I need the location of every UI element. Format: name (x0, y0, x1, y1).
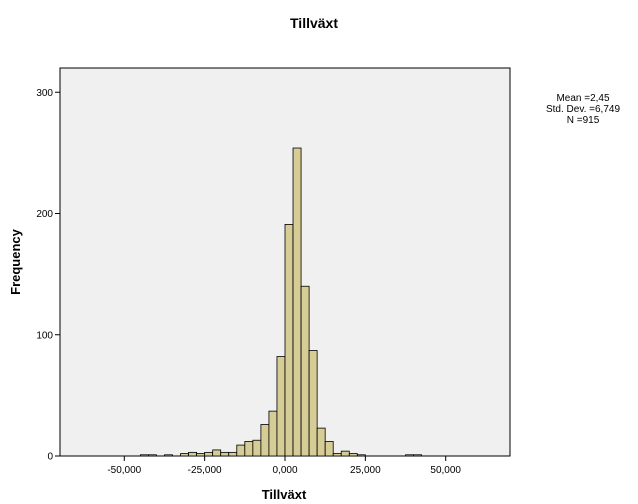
histogram-bar (180, 453, 189, 457)
histogram-bar (188, 451, 198, 457)
stats-mean: Mean =2,45 (556, 93, 610, 104)
y-axis-label: Frequency (8, 228, 23, 295)
x-tick-label: 50,000 (430, 465, 461, 476)
histogram-bar (276, 356, 286, 457)
histogram-bar (260, 424, 270, 457)
histogram-bar (196, 453, 206, 457)
histogram-bar (252, 439, 262, 457)
histogram-bar (284, 224, 294, 457)
histogram-bar (340, 450, 350, 457)
histogram-bar (236, 444, 246, 457)
y-tick-label: 200 (36, 209, 53, 220)
histogram-bar (356, 454, 366, 457)
histogram-bar (300, 285, 310, 457)
histogram-bar (139, 454, 149, 457)
x-tick-label: 25,000 (350, 465, 381, 476)
histogram-bar (316, 427, 326, 457)
histogram-bar (348, 453, 358, 457)
x-tick-label: -25,000 (188, 465, 222, 476)
x-axis: -50,000 -25,000 0,000 25,000 50,000 (107, 456, 461, 476)
histogram-bar (405, 454, 414, 457)
histogram-bar (220, 451, 230, 457)
x-tick-label: -50,000 (107, 465, 141, 476)
histogram-bar (324, 441, 334, 457)
x-axis-label: Tillväxt (262, 487, 307, 502)
chart-title: Tillväxt (290, 15, 338, 31)
y-tick-label: 100 (36, 330, 53, 341)
x-tick-label: 0,000 (272, 465, 297, 476)
histogram-bar (228, 451, 238, 457)
histogram-bar (413, 454, 423, 457)
stats-std-dev: Std. Dev. =6,749 (546, 104, 620, 115)
histogram-bar (244, 441, 254, 457)
y-tick-label: 300 (36, 88, 53, 99)
histogram-bar (147, 454, 157, 457)
histogram-bar (308, 350, 318, 457)
histogram-bar (212, 449, 222, 457)
y-axis: 0 100 200 300 (36, 88, 60, 463)
histogram-bar (292, 147, 302, 457)
histogram-bar (268, 410, 278, 457)
stats-n: N =915 (567, 115, 600, 126)
bars-group (139, 147, 423, 457)
histogram-bar (204, 451, 214, 457)
y-tick-label: 0 (47, 452, 53, 463)
histogram-bar (164, 454, 173, 457)
histogram-bar (332, 453, 342, 457)
